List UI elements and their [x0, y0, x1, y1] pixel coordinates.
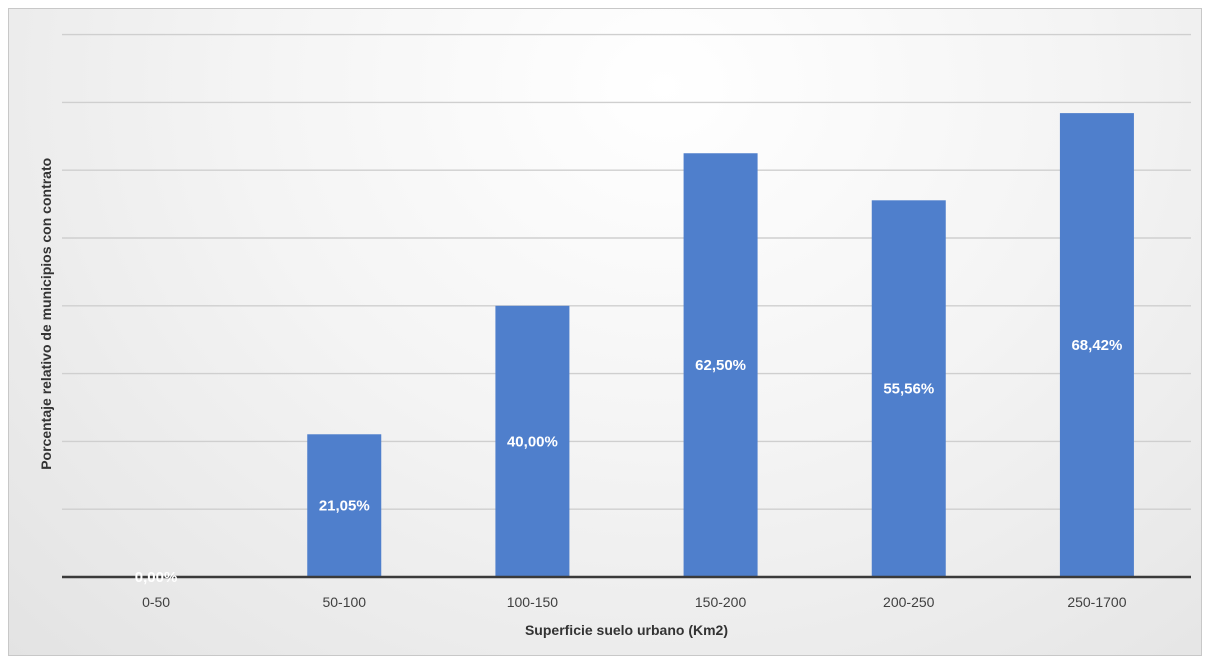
bar-100-150	[495, 305, 570, 577]
data-label-100-150: 40,00%	[507, 433, 558, 450]
y-axis-title: Porcentaje relativo de municipios con co…	[38, 158, 54, 470]
x-tick-150-200: 150-200	[695, 594, 747, 610]
data-label-50-100: 21,05%	[319, 498, 370, 515]
data-label-200-250: 55,56%	[883, 381, 934, 398]
bar-200-250	[871, 200, 946, 577]
data-label-0-50: 0,00%	[135, 569, 178, 586]
bar-chart: 0,00% 21,05% 40,00% 62,50% 55,56% 68,42% 0-50…	[38, 33, 1191, 638]
x-tick-50-100: 50-100	[322, 594, 366, 610]
bar-150-200	[683, 153, 758, 577]
bars	[307, 113, 1134, 577]
x-tick-250-1700: 250-1700	[1067, 594, 1126, 610]
bar-250-1700	[1059, 113, 1134, 577]
chart-frame: 0,00% 21,05% 40,00% 62,50% 55,56% 68,42% 0-50…	[8, 8, 1202, 656]
x-tick-100-150: 100-150	[507, 594, 559, 610]
data-label-250-1700: 68,42%	[1071, 337, 1122, 354]
x-tick-labels: 0-50 50-100 100-150 150-200 200-250 250-1700	[142, 594, 1127, 610]
gridlines	[62, 33, 1191, 510]
bar-50-100	[307, 434, 382, 577]
x-tick-200-250: 200-250	[883, 594, 935, 610]
x-tick-0-50: 0-50	[142, 594, 170, 610]
data-label-150-200: 62,50%	[695, 357, 746, 374]
x-axis-title: Superficie suelo urbano (Km2)	[525, 622, 728, 638]
data-labels: 0,00% 21,05% 40,00% 62,50% 55,56% 68,42%	[135, 337, 1123, 586]
